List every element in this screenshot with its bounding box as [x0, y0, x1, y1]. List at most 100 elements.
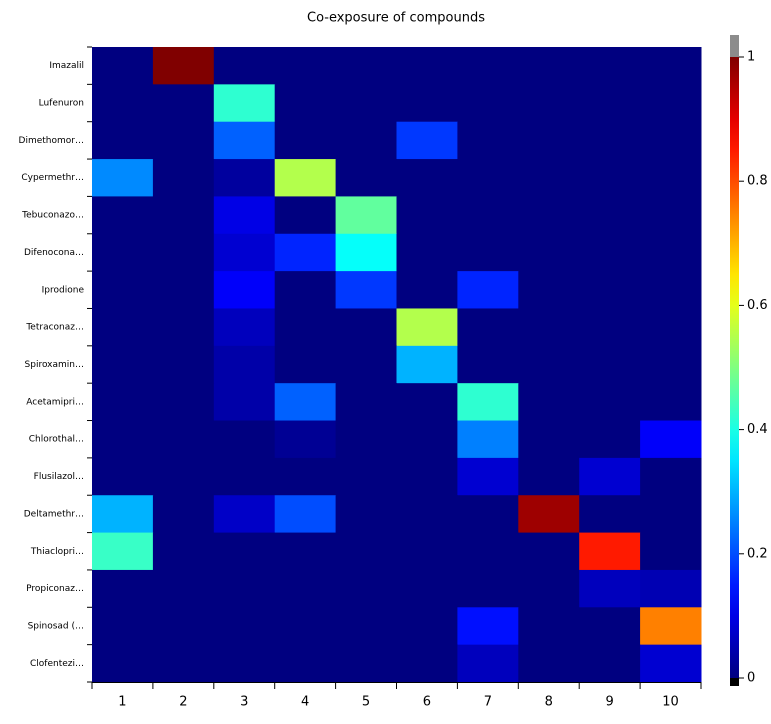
heatmap-cell — [213, 383, 276, 422]
row-label: Lufenuron — [39, 99, 84, 109]
heatmap-cell — [152, 457, 215, 496]
heatmap-cell — [92, 644, 154, 683]
heatmap-cell — [213, 457, 276, 496]
heatmap-cell — [457, 607, 519, 646]
heatmap-cell — [396, 84, 458, 123]
heatmap-cell — [457, 457, 519, 496]
heatmap-cell — [640, 159, 702, 197]
heatmap-cell — [92, 121, 154, 160]
heatmap-cell — [518, 607, 580, 646]
heatmap-cell — [518, 644, 580, 683]
heatmap-cell — [457, 271, 519, 309]
colorbar-over — [730, 35, 739, 57]
heatmap-cell — [152, 233, 215, 272]
colorbar-tick-label: 0.2 — [747, 546, 768, 561]
heatmap-cell — [335, 196, 397, 235]
heatmap-cell — [640, 121, 702, 160]
heatmap-cell — [640, 271, 702, 309]
colorbar-tick-label: 1 — [747, 50, 755, 65]
heatmap-cell — [335, 159, 397, 197]
heatmap-cell — [396, 644, 458, 683]
heatmap-cell — [579, 569, 641, 608]
heatmap-cell — [396, 569, 458, 608]
heatmap-cell — [579, 345, 641, 384]
heatmap-cell — [579, 457, 641, 496]
heatmap-cell — [396, 159, 458, 197]
heatmap-cell — [518, 308, 580, 347]
colorbar — [730, 57, 739, 678]
heatmap-cell — [396, 420, 458, 459]
row-label: Chlorothal… — [29, 435, 84, 445]
heatmap-cell — [640, 308, 702, 347]
heatmap-cell — [92, 420, 154, 459]
heatmap-cell — [274, 607, 337, 646]
heatmap-cell — [518, 159, 580, 197]
heatmap-cell — [518, 383, 580, 422]
heatmap-cell — [457, 532, 519, 571]
heatmap-cell — [152, 345, 215, 384]
heatmap-cell — [396, 196, 458, 235]
row-label: Dimethomor… — [19, 136, 84, 146]
heatmap-cell — [152, 47, 215, 85]
heatmap-cell — [396, 383, 458, 422]
heatmap-cell — [457, 84, 519, 123]
heatmap-cell — [152, 495, 215, 534]
heatmap-cell — [274, 569, 337, 608]
heatmap-cell — [579, 308, 641, 347]
heatmap-cell — [579, 532, 641, 571]
heatmap-cell — [518, 233, 580, 272]
heatmap-cell — [579, 196, 641, 235]
heatmap-cell — [274, 308, 337, 347]
heatmap-cell — [335, 569, 397, 608]
heatmap-cell — [335, 644, 397, 683]
heatmap-cell — [92, 233, 154, 272]
heatmap-cell — [335, 233, 397, 272]
x-tick-label: 10 — [662, 695, 679, 710]
heatmap-cell — [152, 121, 215, 160]
x-tick-label: 4 — [301, 695, 309, 710]
heatmap-cell — [92, 495, 154, 534]
heatmap-cell — [92, 196, 154, 235]
heatmap-cell — [396, 121, 458, 160]
heatmap-cell — [274, 233, 337, 272]
row-label: Thiaclopri… — [30, 547, 84, 557]
heatmap-cell — [335, 457, 397, 496]
heatmap-cell — [518, 495, 580, 534]
heatmap-cell — [396, 233, 458, 272]
heatmap-cell — [274, 345, 337, 384]
heatmap-cell — [274, 196, 337, 235]
heatmap-cell — [152, 308, 215, 347]
heatmap-cell — [396, 607, 458, 646]
heatmap-cell — [335, 345, 397, 384]
heatmap-cell — [640, 84, 702, 123]
heatmap-cell — [579, 383, 641, 422]
heatmap-cell — [396, 308, 458, 347]
heatmap-cell — [457, 569, 519, 608]
heatmap-cell — [92, 607, 154, 646]
heatmap-cell — [213, 644, 276, 683]
heatmap-cell — [579, 159, 641, 197]
heatmap-cell — [152, 271, 215, 309]
row-label: Spiroxamin… — [25, 360, 84, 370]
heatmap-cell — [457, 644, 519, 683]
heatmap-cell — [92, 159, 154, 197]
heatmap-cell — [518, 121, 580, 160]
heatmap-cell — [579, 495, 641, 534]
heatmap-cell — [640, 420, 702, 459]
row-label: Propiconaz… — [26, 584, 84, 594]
heatmap-cell — [213, 308, 276, 347]
heatmap-cell — [92, 271, 154, 309]
heatmap-cell — [274, 644, 337, 683]
heatmap-cell — [92, 569, 154, 608]
heatmap-cell — [152, 159, 215, 197]
heatmap-cell — [92, 457, 154, 496]
heatmap-cell — [213, 84, 276, 123]
heatmap-cell — [274, 47, 337, 85]
x-tick-label: 6 — [423, 695, 431, 710]
heatmap-cell — [640, 495, 702, 534]
heatmap-cell — [457, 420, 519, 459]
heatmap-cell — [396, 345, 458, 384]
colorbar-tick-label: 0.4 — [747, 422, 768, 437]
heatmap-cell — [274, 383, 337, 422]
